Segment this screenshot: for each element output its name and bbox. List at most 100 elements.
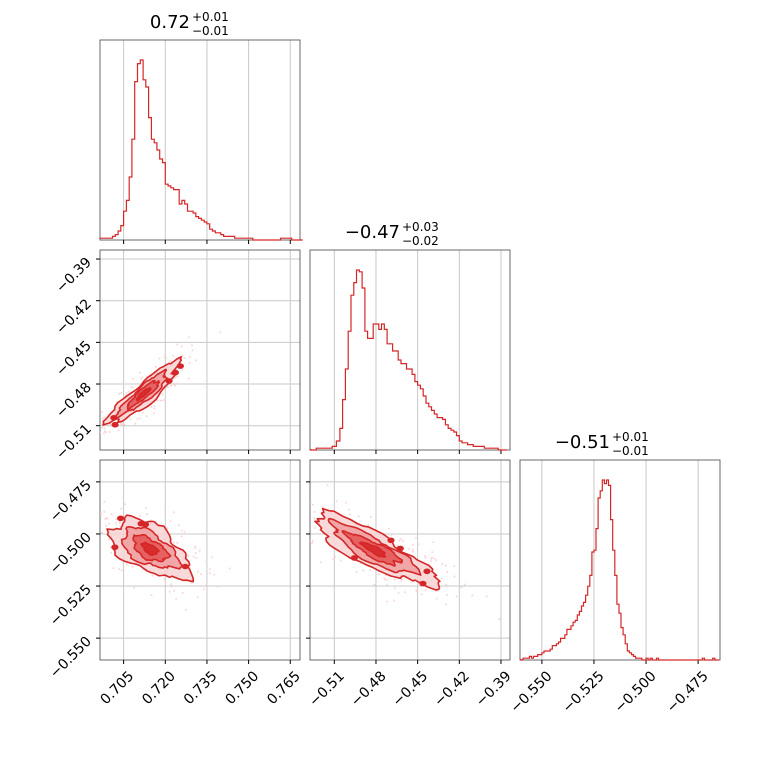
scatter-point [453,575,456,578]
scatter-point [194,551,197,554]
scatter-point [181,368,184,371]
panel-title-2: −0.51 [555,432,610,453]
scatter-point [188,361,191,364]
panel-title-1: −0.47 [345,222,400,243]
scatter-point [158,357,161,360]
scatter-point [108,431,111,433]
scatter-point [110,513,113,516]
scatter-point [108,522,111,525]
scatter-point [141,411,144,414]
y-tick-label-1: −0.45 [53,338,95,380]
scatter-point [384,578,387,581]
scatter-point [173,589,176,592]
scatter-point [146,513,149,516]
scatter-point [103,416,106,419]
scatter-point [344,501,347,504]
scatter-point [274,493,276,495]
scatter-point [112,567,115,570]
scatter-point [335,500,338,503]
scatter-point [115,518,118,521]
scatter-point [123,423,126,426]
scatter-point [172,354,175,357]
scatter-point [411,550,414,553]
contour-island [110,414,118,421]
scatter-point [122,562,125,565]
scatter-point [205,583,208,586]
scatter-point [100,426,103,429]
scatter-point [141,585,144,588]
scatter-point [169,360,172,363]
scatter-point [424,556,427,559]
scatter-point [441,563,444,566]
scatter-point [415,589,418,592]
x-tick-label-0: 0.765 [264,668,304,708]
contour-island [171,369,179,376]
y-tick-label-2: −0.500 [47,529,95,577]
scatter-point [84,528,86,530]
scatter-point [170,384,173,387]
scatter-point [93,495,95,497]
x-tick-label-1: −0.51 [306,668,348,710]
scatter-point [93,426,95,428]
scatter-point [208,572,211,575]
scatter-point [273,496,275,498]
scatter-point [432,541,435,544]
scatter-point [463,583,466,586]
scatter-point [194,545,197,548]
panel-frame [309,459,511,661]
scatter-point [367,524,370,527]
scatter-point [444,564,447,567]
scatter-point [213,573,216,576]
scatter-point [435,559,438,562]
scatter-point [310,540,311,542]
scatter-point [310,502,312,505]
scatter-point [177,524,180,527]
scatter-point [397,592,400,594]
scatter-point [117,429,120,432]
scatter-point [211,556,214,559]
scatter-point [109,423,112,426]
scatter-point [173,382,176,385]
scatter-point [445,603,448,606]
contour-group-0 [93,331,222,435]
panel-frame [99,39,301,241]
scatter-point [194,547,197,550]
scatter-point [164,580,167,583]
x-tick-label-0: 0.735 [181,668,221,708]
scatter-point [105,524,108,527]
scatter-point [398,539,401,542]
scatter-point [404,591,406,594]
scatter-point [121,383,124,386]
scatter-point [139,514,142,517]
scatter-point [219,331,222,334]
scatter-point [357,515,360,518]
scatter-point [195,556,198,559]
scatter-point [180,529,183,532]
contour-island [116,515,125,522]
scatter-point [163,399,165,402]
scatter-point [168,590,171,593]
panel-frame [309,249,511,451]
scatter-point [118,520,121,523]
scatter-point [455,595,458,598]
scatter-point [120,507,123,510]
scatter-point [192,555,195,558]
scatter-point [96,433,98,435]
scatter-point [362,569,365,572]
scatter-point [408,548,410,551]
hist-panel-2: −0.51 +0.01−0.01 [519,430,721,664]
panel-title-plus-0: +0.01 [192,10,229,24]
scatter-point [140,378,143,380]
scatter-point [453,565,456,567]
scatter-point [234,494,236,496]
x-tick-label-0: 0.705 [98,668,138,708]
hist-panel-1: −0.47 +0.03−0.02 [309,220,511,454]
panel-frame [99,459,301,661]
contour-level-3 [358,541,387,558]
panel-title-minus-2: −0.01 [612,444,649,458]
scatter-point [129,418,132,421]
scatter-point [125,391,128,394]
scatter-point [96,537,98,539]
scatter-point [176,343,179,346]
scatter-point [115,523,118,526]
